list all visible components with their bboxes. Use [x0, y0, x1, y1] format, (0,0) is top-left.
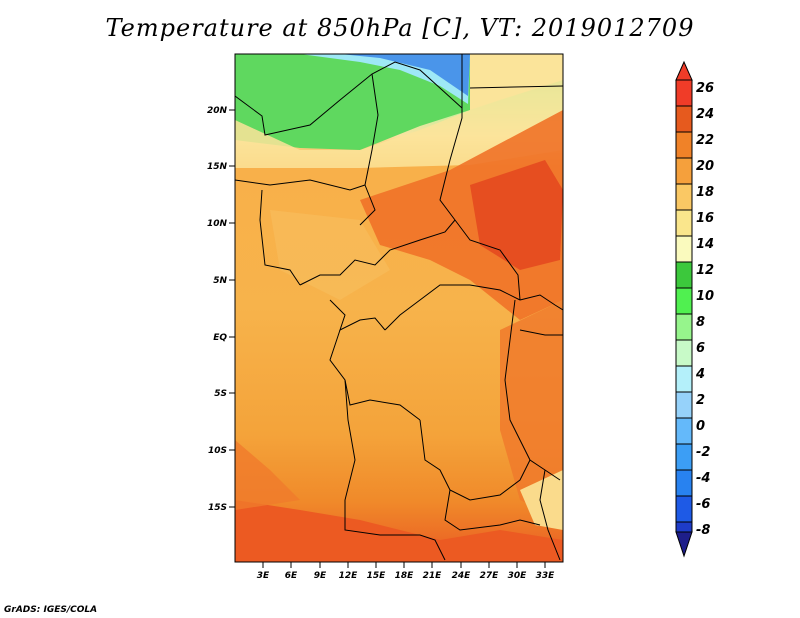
lon-tick-label: 24E — [452, 571, 472, 581]
colorbar-label: 10 — [696, 289, 714, 304]
colorbar-label: 24 — [696, 107, 714, 122]
colorbar-box — [675, 235, 693, 263]
map-frame — [234, 53, 564, 563]
lat-tick-label: 10N — [207, 219, 228, 229]
colorbar-label: 22 — [696, 133, 714, 148]
colorbar-box — [675, 183, 693, 211]
colorbar-label: -4 — [696, 471, 710, 486]
colorbar-box — [675, 521, 693, 533]
colorbar-label: 26 — [696, 81, 714, 96]
colorbar-box — [675, 339, 693, 367]
colorbar-label: 12 — [696, 263, 714, 278]
lon-tick-label: 21E — [423, 571, 443, 581]
colorbar-label: 8 — [696, 315, 705, 330]
colorbar-cap-top — [675, 60, 693, 81]
colorbar-box — [675, 365, 693, 393]
colorbar-box — [675, 261, 693, 289]
colorbar-box — [675, 443, 693, 471]
lon-tick-label: 33E — [536, 571, 556, 581]
colorbar-label: -2 — [696, 445, 710, 460]
country-borders — [235, 54, 563, 561]
lon-tick-label: 18E — [395, 571, 415, 581]
colorbar-label: 18 — [696, 185, 714, 200]
colorbar-label: 2 — [696, 393, 705, 408]
colorbar-box — [675, 287, 693, 315]
temperature-field — [235, 54, 563, 562]
lon-axis: 3E 6E 9E 12E 15E 18E 21E 24E 27E 30E 33E — [257, 562, 555, 581]
credit-text: GrADS: IGES/COLA — [4, 605, 98, 615]
lat-tick-label: 10S — [208, 446, 227, 456]
colorbar-label: 16 — [696, 211, 714, 226]
colorbar-label: 14 — [696, 237, 714, 252]
lon-tick-label: 6E — [285, 571, 298, 581]
colorbar-box — [675, 79, 693, 107]
colorbar-box — [675, 469, 693, 497]
colorbar-box — [675, 495, 693, 523]
colorbar-label: 20 — [696, 159, 714, 174]
lat-axis: 20N 15N 10N 5N EQ 5S 10S 15S — [207, 106, 235, 513]
colorbar-box — [675, 417, 693, 445]
colorbar-box — [675, 105, 693, 133]
colorbar-label: 6 — [696, 341, 705, 356]
colorbar-label: -6 — [696, 497, 710, 512]
colorbar-cap-bottom — [675, 531, 693, 558]
colorbar: 26 24 22 20 18 16 14 12 10 8 6 4 2 0 -2 … — [675, 60, 714, 558]
chart-title: Temperature at 850hPa [C], VT: 201901270… — [105, 14, 695, 42]
colorbar-box — [675, 131, 693, 159]
colorbar-box — [675, 209, 693, 237]
colorbar-box — [675, 391, 693, 419]
lat-tick-label: 15S — [208, 503, 227, 513]
lon-tick-label: 12E — [339, 571, 359, 581]
lat-tick-label: 5N — [213, 276, 227, 286]
lat-tick-label: 15N — [207, 162, 228, 172]
lon-tick-label: 3E — [257, 571, 270, 581]
colorbar-label: 0 — [696, 419, 705, 434]
colorbar-box — [675, 157, 693, 185]
lon-tick-label: 15E — [367, 571, 387, 581]
lon-tick-label: 30E — [508, 571, 528, 581]
lat-tick-label: 20N — [207, 106, 228, 116]
colorbar-box — [675, 313, 693, 341]
colorbar-label: 4 — [695, 367, 705, 382]
colorbar-label: -8 — [696, 523, 710, 538]
lon-tick-label: 9E — [314, 571, 327, 581]
lat-tick-label: EQ — [213, 333, 227, 343]
lat-tick-label: 5S — [214, 389, 227, 399]
lon-tick-label: 27E — [480, 571, 500, 581]
